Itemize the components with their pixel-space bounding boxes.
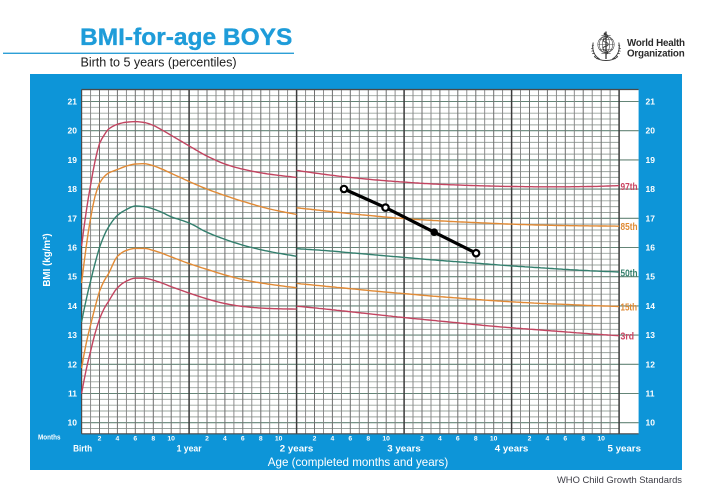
svg-text:6: 6	[241, 436, 245, 443]
svg-text:13: 13	[646, 330, 656, 340]
svg-text:10: 10	[275, 436, 283, 443]
svg-text:BMI (kg/m²): BMI (kg/m²)	[42, 233, 53, 286]
svg-text:8: 8	[366, 436, 370, 443]
svg-text:19: 19	[68, 155, 78, 165]
svg-text:10: 10	[68, 418, 78, 428]
svg-text:13: 13	[68, 330, 78, 340]
svg-text:20: 20	[646, 126, 656, 136]
svg-text:2: 2	[98, 436, 102, 443]
svg-text:15: 15	[646, 272, 656, 282]
svg-text:6: 6	[456, 436, 460, 443]
svg-text:16: 16	[68, 243, 78, 253]
svg-text:Birth: Birth	[73, 444, 92, 455]
svg-text:WHO Child Growth Standards: WHO Child Growth Standards	[557, 474, 682, 485]
svg-text:10: 10	[646, 418, 656, 428]
svg-text:Age (completed months and year: Age (completed months and years)	[268, 456, 449, 469]
svg-text:20: 20	[68, 126, 78, 136]
svg-text:2: 2	[313, 436, 317, 443]
svg-text:50th: 50th	[621, 269, 638, 280]
svg-text:World Health: World Health	[627, 38, 685, 49]
svg-text:4: 4	[331, 436, 335, 443]
svg-text:6: 6	[563, 436, 567, 443]
svg-text:8: 8	[151, 436, 155, 443]
svg-text:18: 18	[68, 184, 78, 194]
svg-text:2 years: 2 years	[280, 444, 314, 455]
svg-text:97th: 97th	[621, 182, 638, 193]
svg-text:14: 14	[646, 301, 656, 311]
svg-text:18: 18	[646, 184, 656, 194]
svg-text:6: 6	[133, 436, 137, 443]
svg-text:17: 17	[646, 213, 656, 223]
svg-text:85th: 85th	[621, 222, 638, 233]
svg-text:Months: Months	[38, 433, 61, 442]
svg-text:1 year: 1 year	[177, 444, 202, 455]
svg-text:15th: 15th	[621, 303, 638, 314]
svg-text:15: 15	[68, 272, 78, 282]
svg-text:10: 10	[167, 436, 175, 443]
svg-text:11: 11	[68, 389, 77, 399]
svg-text:17: 17	[68, 213, 78, 223]
svg-text:12: 12	[68, 359, 78, 369]
svg-text:8: 8	[259, 436, 263, 443]
svg-text:BMI-for-age BOYS: BMI-for-age BOYS	[80, 24, 292, 51]
svg-text:12: 12	[646, 359, 656, 369]
svg-text:3rd: 3rd	[621, 332, 635, 343]
svg-text:10: 10	[382, 436, 390, 443]
svg-text:6: 6	[348, 436, 352, 443]
svg-text:10: 10	[597, 436, 605, 443]
svg-text:21: 21	[646, 97, 656, 107]
svg-text:8: 8	[474, 436, 478, 443]
svg-text:10: 10	[490, 436, 498, 443]
svg-text:21: 21	[68, 97, 78, 107]
svg-text:2: 2	[205, 436, 209, 443]
svg-text:5 years: 5 years	[608, 444, 642, 455]
svg-text:2: 2	[420, 436, 424, 443]
svg-text:4: 4	[223, 436, 227, 443]
svg-text:4: 4	[546, 436, 550, 443]
svg-text:8: 8	[581, 436, 585, 443]
svg-text:4 years: 4 years	[495, 444, 529, 455]
svg-text:19: 19	[646, 155, 656, 165]
svg-text:2: 2	[528, 436, 532, 443]
svg-text:Organization: Organization	[627, 48, 685, 59]
svg-text:3 years: 3 years	[387, 444, 421, 455]
svg-text:4: 4	[116, 436, 120, 443]
svg-text:16: 16	[646, 243, 656, 253]
svg-text:4: 4	[438, 436, 442, 443]
svg-text:14: 14	[68, 301, 78, 311]
svg-text:11: 11	[646, 389, 655, 399]
svg-text:Birth to 5 years (percentiles): Birth to 5 years (percentiles)	[81, 56, 237, 70]
